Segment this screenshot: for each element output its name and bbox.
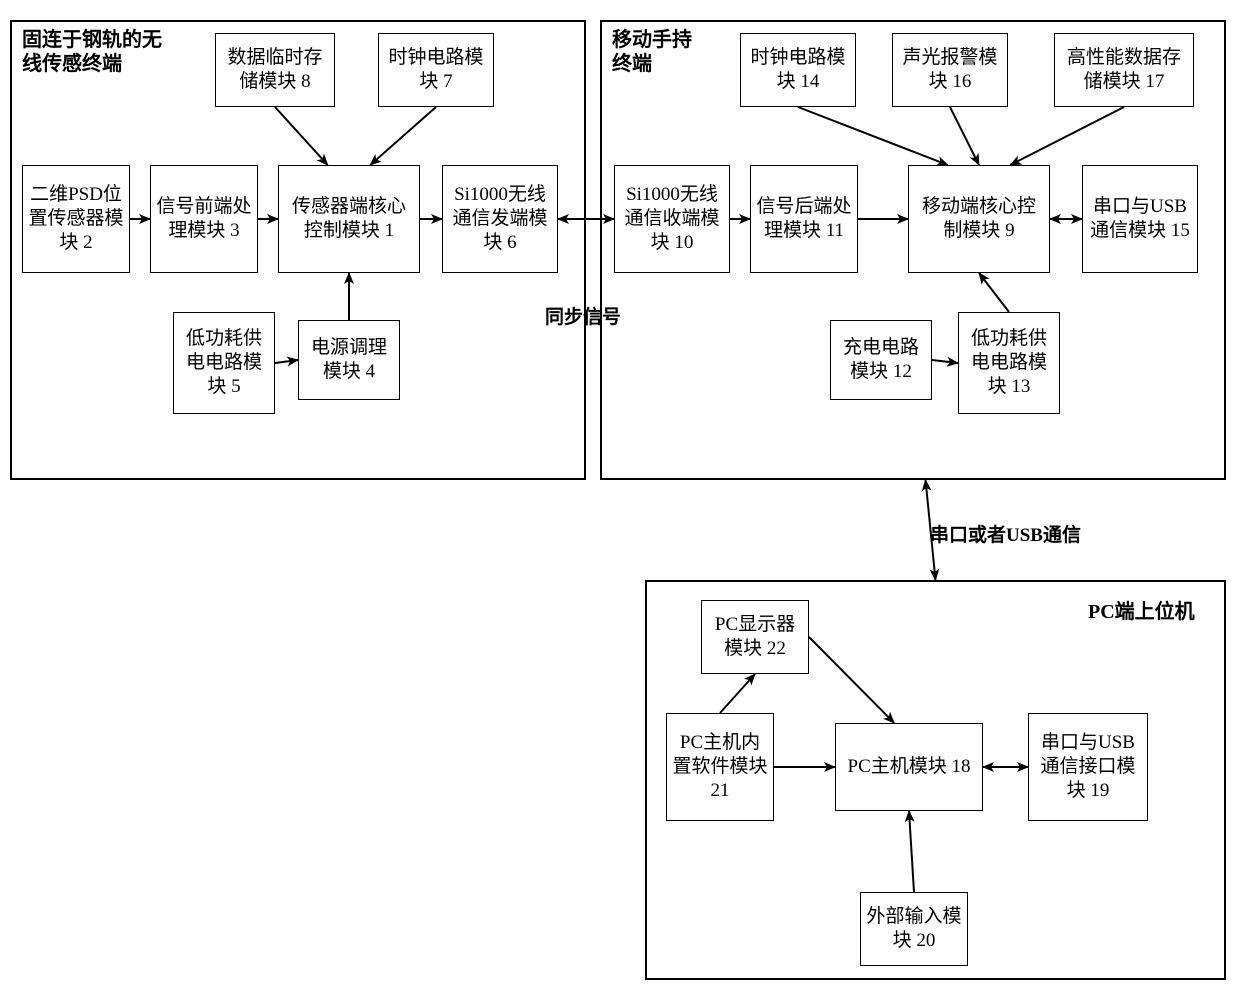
node-n14: 时钟电路模块 14 <box>740 33 856 107</box>
group-title-g2: 移动手持 终端 <box>612 28 692 76</box>
node-n6: Si1000无线通信发端模块 6 <box>442 165 558 273</box>
node-n7: 时钟电路模块 7 <box>378 33 494 107</box>
node-n2: 二维PSD位置传感器模块 2 <box>22 165 130 273</box>
label-l2: 串口或者USB通信 <box>930 520 1081 547</box>
node-n11: 信号后端处理模块 11 <box>750 165 858 273</box>
node-n9: 移动端核心控制模块 9 <box>908 165 1050 273</box>
node-n5: 低功耗供电电路模块 5 <box>173 312 275 414</box>
node-n22: PC显示器模块 22 <box>701 600 809 674</box>
node-n8: 数据临时存储模块 8 <box>215 33 335 107</box>
node-n12: 充电电路模块 12 <box>830 320 932 400</box>
node-n20: 外部输入模块 20 <box>860 892 968 966</box>
node-n17: 高性能数据存储模块 17 <box>1054 33 1194 107</box>
group-title-g3: PC端上位机 <box>1088 600 1195 624</box>
node-n1: 传感器端核心控制模块 1 <box>278 165 420 273</box>
label-l1: 同步信号 <box>545 302 621 329</box>
node-n3: 信号前端处理模块 3 <box>150 165 258 273</box>
node-n10: Si1000无线通信收端模块 10 <box>614 165 730 273</box>
group-title-g1: 固连于钢轨的无 线传感终端 <box>22 28 162 76</box>
node-n18: PC主机模块 18 <box>835 723 983 811</box>
node-n21: PC主机内置软件模块 21 <box>666 713 774 821</box>
diagram-canvas: 固连于钢轨的无 线传感终端 移动手持 终端 PC端上位机 传感器端核心控制模块 1 二维… <box>0 0 1240 997</box>
node-n19: 串口与USB通信接口模块 19 <box>1028 713 1148 821</box>
node-n16: 声光报警模块 16 <box>892 33 1008 107</box>
node-n4: 电源调理模块 4 <box>298 320 400 400</box>
node-n15: 串口与USB通信模块 15 <box>1082 165 1198 273</box>
node-n13: 低功耗供电电路模块 13 <box>958 312 1060 414</box>
